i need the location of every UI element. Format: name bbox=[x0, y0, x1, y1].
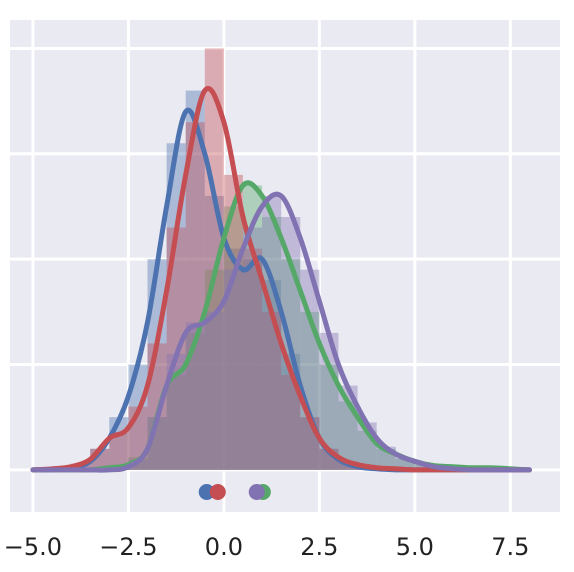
histogram-bar bbox=[185, 90, 205, 470]
x-tick-label: −2.5 bbox=[99, 533, 157, 561]
histogram-bar bbox=[185, 122, 205, 470]
histogram-bar bbox=[185, 332, 205, 470]
histogram-bar bbox=[223, 269, 243, 470]
plot-background bbox=[10, 20, 560, 512]
mean-marker bbox=[198, 483, 215, 500]
histogram-bar bbox=[166, 353, 186, 470]
histogram-bar bbox=[166, 143, 186, 470]
histogram-bar bbox=[281, 375, 301, 470]
histogram-bar bbox=[242, 259, 263, 470]
x-tick-label: 5.0 bbox=[396, 533, 434, 561]
histogram-bar bbox=[166, 227, 186, 470]
histogram-bar bbox=[338, 401, 358, 470]
histogram-bar bbox=[223, 248, 243, 470]
histogram-bar bbox=[109, 432, 129, 470]
histogram-bar bbox=[319, 332, 339, 470]
histogram-bar bbox=[395, 458, 415, 470]
mean-marker bbox=[209, 483, 226, 500]
histogram-bar bbox=[166, 375, 186, 470]
x-tick-label: 2.5 bbox=[300, 533, 338, 561]
kde-line bbox=[30, 191, 532, 473]
histogram-bar bbox=[128, 459, 148, 470]
x-tick-label: 7.5 bbox=[491, 533, 529, 561]
histogram-bar bbox=[204, 48, 224, 470]
histogram-bar bbox=[395, 458, 415, 470]
mean-marker bbox=[248, 483, 265, 500]
histogram-bar bbox=[242, 227, 263, 470]
histogram-bar bbox=[300, 269, 320, 470]
histogram-bar bbox=[262, 311, 282, 470]
x-tick-label: 0.0 bbox=[205, 533, 243, 561]
histogram-bar bbox=[204, 311, 224, 470]
histogram-bar bbox=[262, 217, 282, 470]
histogram-bar bbox=[223, 206, 243, 470]
histogram-bar bbox=[128, 364, 148, 470]
histogram-bar bbox=[242, 248, 263, 470]
histogram-bar bbox=[414, 464, 434, 470]
x-tick-label: −5.0 bbox=[4, 533, 62, 561]
